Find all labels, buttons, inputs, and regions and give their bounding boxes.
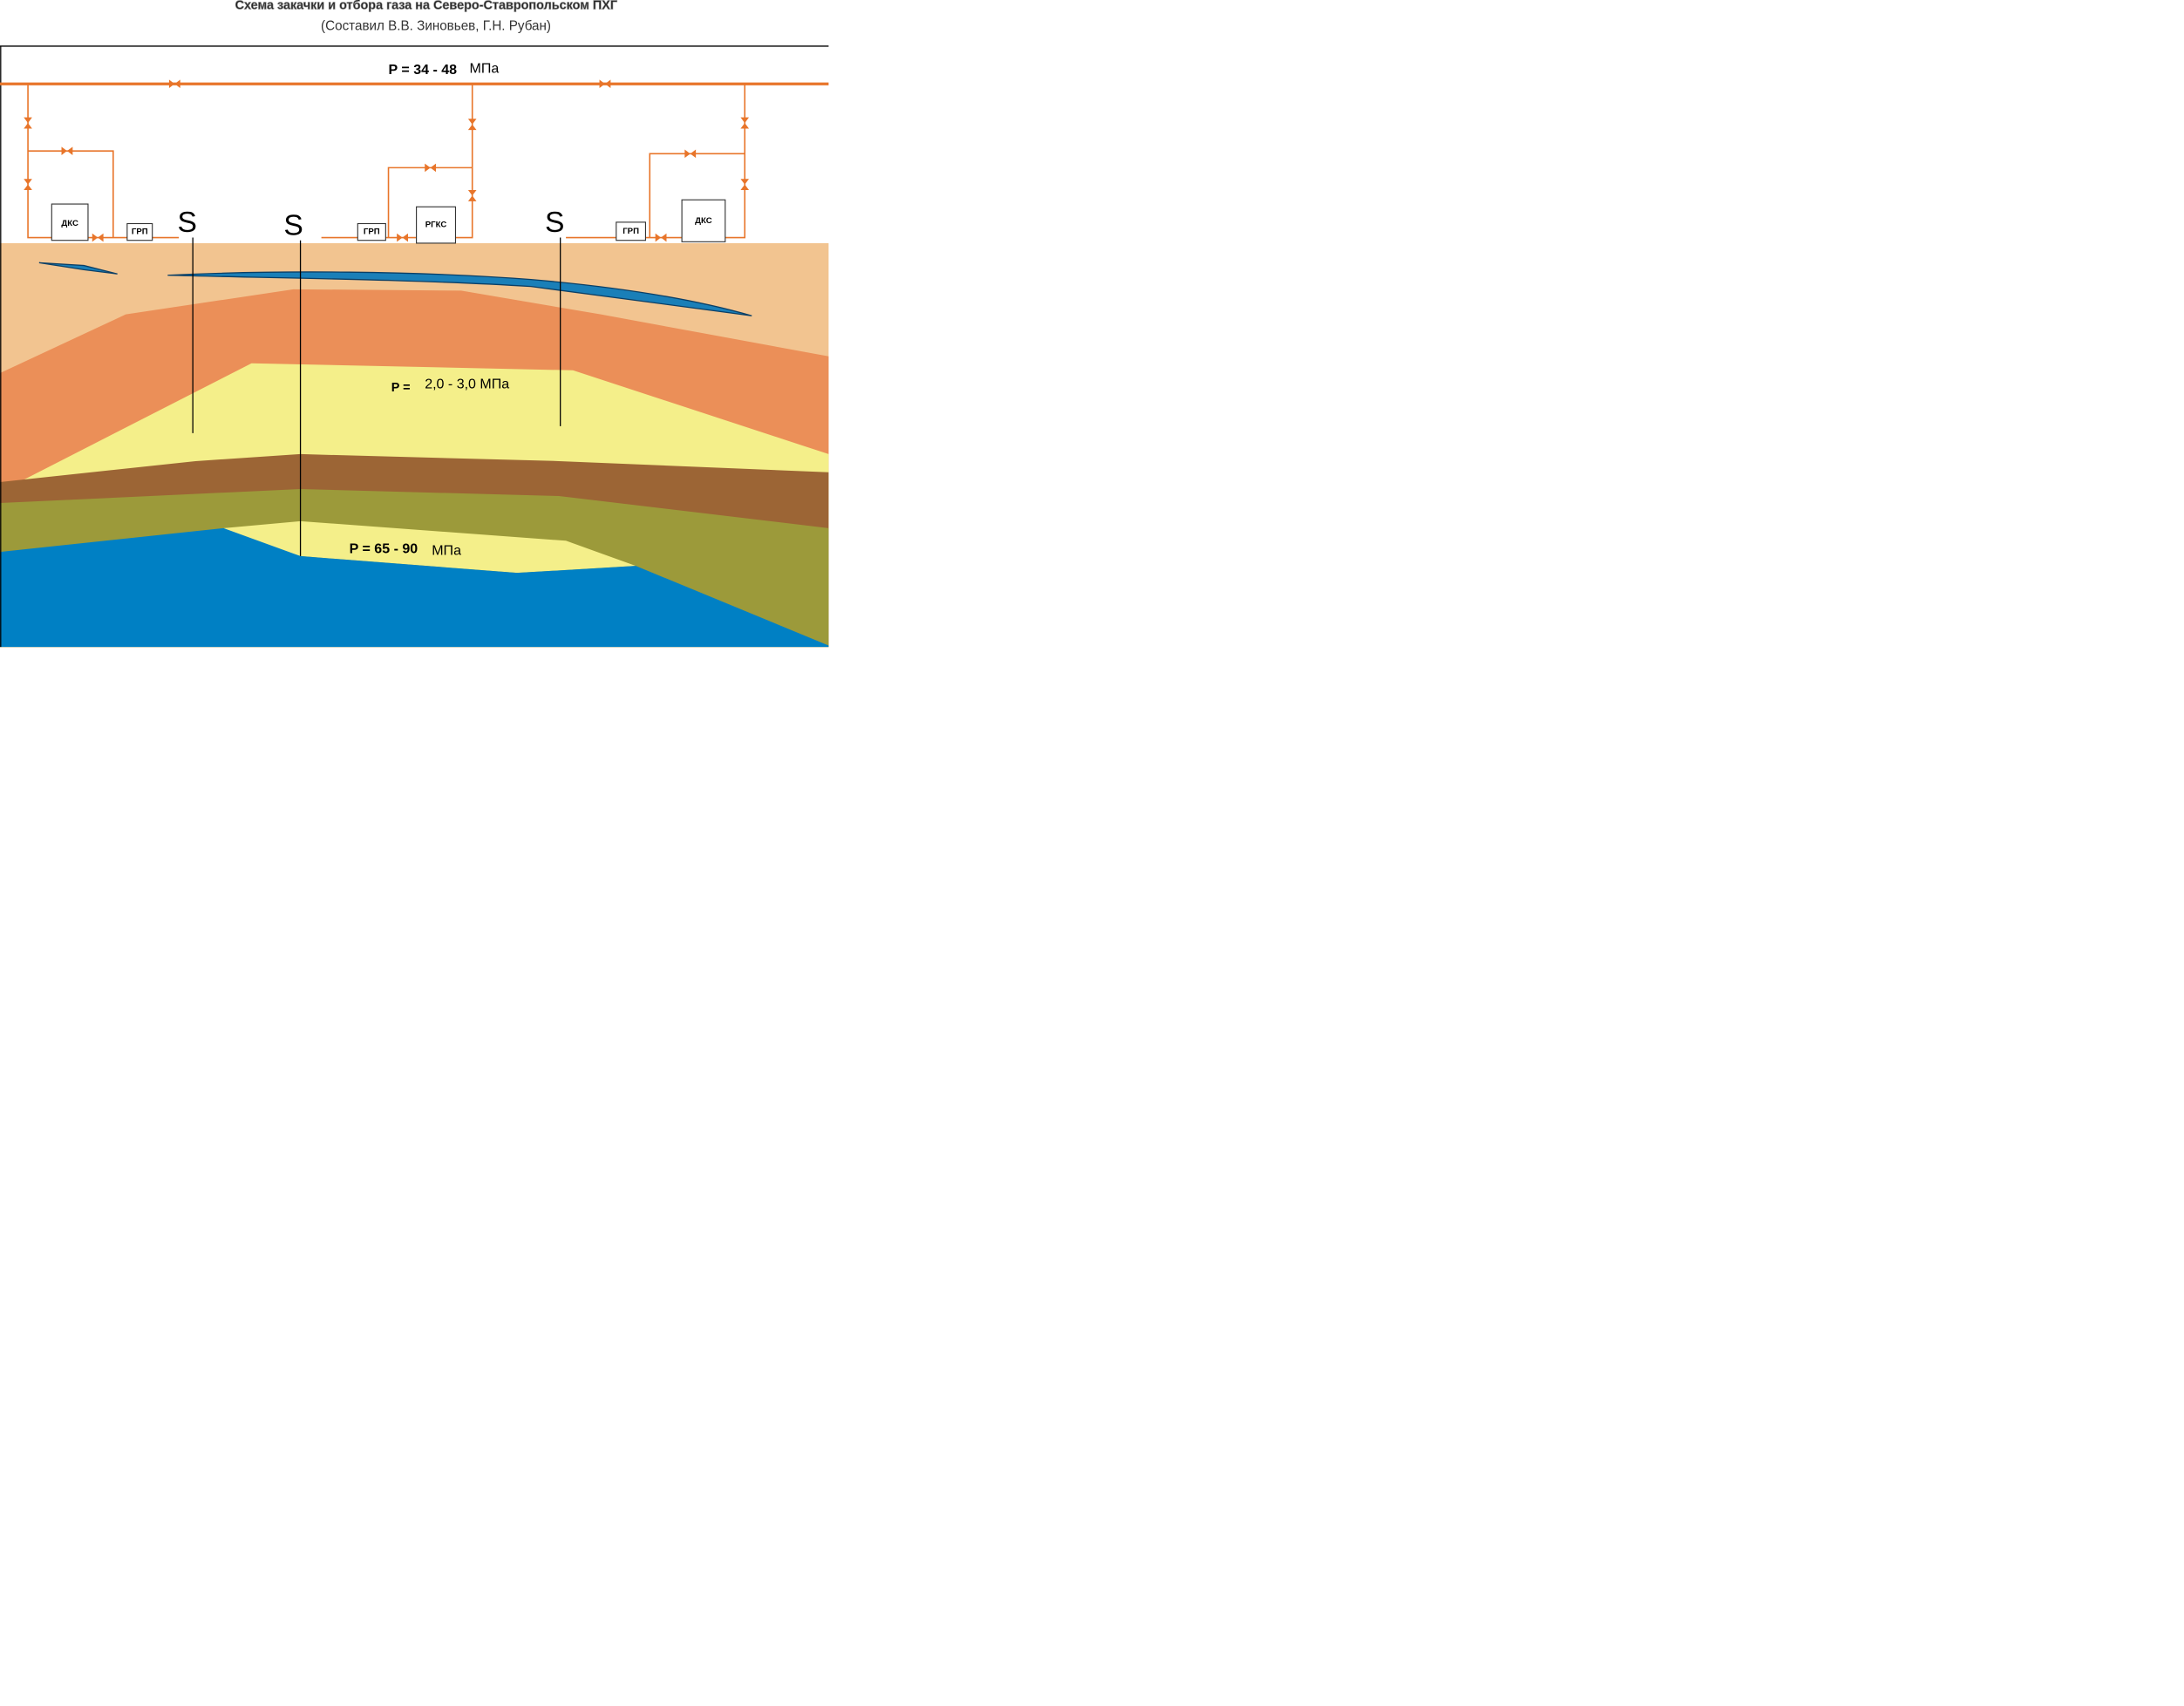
- pressure-unit: МПа: [470, 60, 500, 76]
- station-label: ГРП: [623, 227, 639, 236]
- station-label: ГРП: [364, 228, 380, 237]
- station-box: [126, 222, 153, 241]
- well-symbol: S: [545, 207, 564, 239]
- well-symbol: S: [283, 209, 303, 241]
- station-box: [681, 199, 726, 242]
- station-box: [357, 222, 386, 241]
- stations: ДКС ГРП ГРП РГКС ГРП ДКС: [51, 199, 726, 244]
- well-symbol: S: [178, 207, 197, 239]
- shallow-lens: [167, 271, 752, 316]
- water-layer: [0, 527, 829, 648]
- gas-lens: [223, 520, 636, 574]
- pressure-label: P =: [391, 381, 411, 395]
- station-label: ДКС: [695, 216, 712, 226]
- station-box: [51, 203, 89, 241]
- station-box: [616, 221, 647, 241]
- pressure-label: P = 65 - 90: [350, 541, 418, 557]
- station-label: РГКС: [425, 221, 447, 230]
- pressure-labels: P = 34 - 48 МПа P = 2,0 - 3,0 МПа P = 65…: [350, 60, 510, 558]
- wells: S S S: [178, 207, 564, 556]
- shallow-lens: [38, 262, 118, 275]
- title: Схема закачки и отбора газа на Северо-Ст…: [235, 0, 617, 12]
- pressure-label: P = 34 - 48: [389, 62, 458, 78]
- pressure-value: 2,0 - 3,0 МПа: [425, 377, 509, 392]
- geology: [0, 242, 829, 648]
- pressure-unit: МПа: [432, 542, 461, 558]
- subtitle: (Составил В.В. Зиновьев, Г.Н. Рубан): [321, 19, 551, 34]
- frame: [0, 45, 829, 648]
- station-label: ГРП: [132, 228, 148, 237]
- station-label: ДКС: [61, 219, 78, 228]
- station-box: [416, 206, 457, 244]
